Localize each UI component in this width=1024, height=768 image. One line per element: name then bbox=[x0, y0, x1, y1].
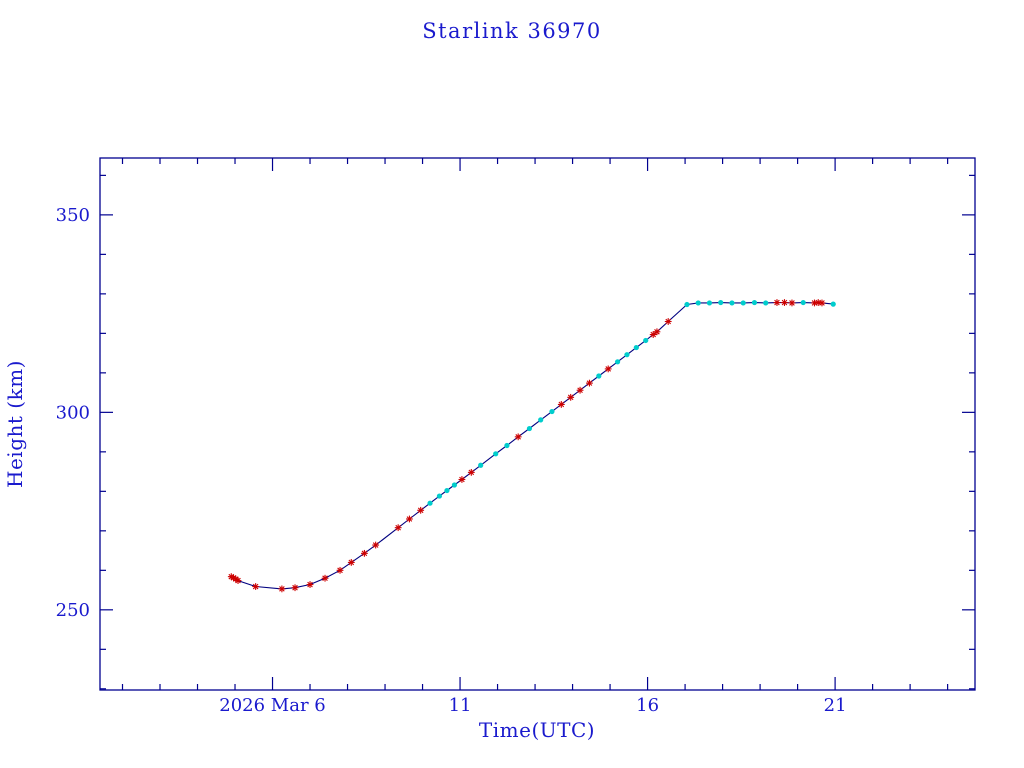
data-point-red-asterisk bbox=[567, 393, 575, 401]
data-point-cyan-dot bbox=[800, 299, 806, 306]
data-point-red-asterisk bbox=[394, 524, 402, 532]
data-point-red-asterisk bbox=[458, 476, 466, 483]
data-point-cyan-dot bbox=[493, 451, 499, 457]
data-point-red-asterisk bbox=[291, 584, 299, 592]
data-point-red-asterisk bbox=[467, 468, 475, 476]
data-point-cyan-dot bbox=[633, 344, 639, 351]
data-point-cyan-dot bbox=[596, 373, 602, 379]
y-axis-title: Height (km) bbox=[3, 360, 27, 488]
x-tick-label: 2026 Mar 6 bbox=[219, 695, 325, 716]
chart-title: Starlink 36970 bbox=[422, 19, 602, 43]
y-tick-label: 350 bbox=[56, 205, 90, 226]
data-point-cyan-dot bbox=[624, 352, 630, 358]
data-point-cyan-dot bbox=[729, 300, 735, 306]
data-point-cyan-dot bbox=[538, 417, 544, 423]
data-point-red-asterisk bbox=[557, 401, 565, 408]
x-tick-label: 11 bbox=[449, 695, 472, 716]
x-tick-labels: 2026 Mar 6 11 16 21 bbox=[219, 695, 846, 716]
data-point-red-asterisk bbox=[664, 318, 672, 325]
data-point-cyan-dot bbox=[684, 301, 690, 308]
data-point-red-asterisk bbox=[321, 574, 329, 582]
y-tick-labels: 250 300 350 bbox=[56, 205, 90, 621]
data-point-red-asterisk bbox=[653, 328, 661, 336]
data-point-cyan-dot bbox=[718, 299, 724, 306]
data-point-red-asterisk bbox=[372, 541, 380, 549]
data-point-cyan-dot bbox=[763, 300, 769, 306]
data-point-red-asterisk bbox=[781, 299, 788, 306]
y-tick-label: 250 bbox=[56, 600, 90, 621]
x-axis-title: Time(UTC) bbox=[479, 718, 595, 742]
data-point-cyan-dot bbox=[427, 500, 433, 506]
data-series bbox=[227, 299, 836, 593]
data-point-red-asterisk bbox=[252, 583, 260, 590]
plot-frame bbox=[99, 157, 976, 691]
data-point-red-asterisk bbox=[347, 559, 355, 566]
data-point-cyan-dot bbox=[643, 337, 649, 344]
data-point-red-asterisk bbox=[361, 549, 368, 557]
data-point-red-asterisk bbox=[234, 577, 242, 584]
data-point-red-asterisk bbox=[514, 433, 522, 441]
x-tick-label: 21 bbox=[824, 695, 847, 716]
height-line bbox=[231, 302, 834, 590]
data-point-cyan-dot bbox=[444, 487, 450, 494]
data-point-cyan-dot bbox=[706, 300, 713, 306]
data-point-cyan-dot bbox=[740, 300, 746, 306]
data-point-cyan-dot bbox=[549, 408, 555, 415]
y-tick-label: 300 bbox=[56, 402, 90, 423]
data-point-cyan-dot bbox=[751, 299, 758, 306]
data-point-red-asterisk bbox=[788, 299, 796, 307]
data-point-cyan-dot bbox=[504, 442, 510, 449]
data-point-cyan-dot bbox=[436, 493, 443, 499]
data-point-cyan-dot bbox=[451, 482, 458, 488]
axis-ticks bbox=[100, 158, 975, 690]
data-point-red-asterisk bbox=[649, 331, 657, 338]
data-point-red-asterisk bbox=[818, 299, 826, 307]
data-point-cyan-dot bbox=[526, 425, 533, 432]
data-point-red-asterisk bbox=[306, 581, 314, 588]
data-point-cyan-dot bbox=[478, 462, 484, 468]
data-point-cyan-dot bbox=[695, 300, 701, 306]
data-point-red-asterisk bbox=[406, 515, 413, 523]
data-point-red-asterisk bbox=[576, 386, 584, 394]
data-point-cyan-dot bbox=[830, 301, 836, 307]
x-tick-label: 16 bbox=[636, 695, 659, 716]
data-point-red-asterisk bbox=[773, 299, 781, 306]
data-point-red-asterisk bbox=[278, 585, 286, 593]
data-point-red-asterisk bbox=[586, 379, 593, 387]
data-point-cyan-dot bbox=[614, 359, 621, 365]
data-point-red-asterisk bbox=[417, 506, 425, 514]
data-point-red-asterisk bbox=[604, 365, 612, 373]
data-point-red-asterisk bbox=[336, 566, 344, 574]
